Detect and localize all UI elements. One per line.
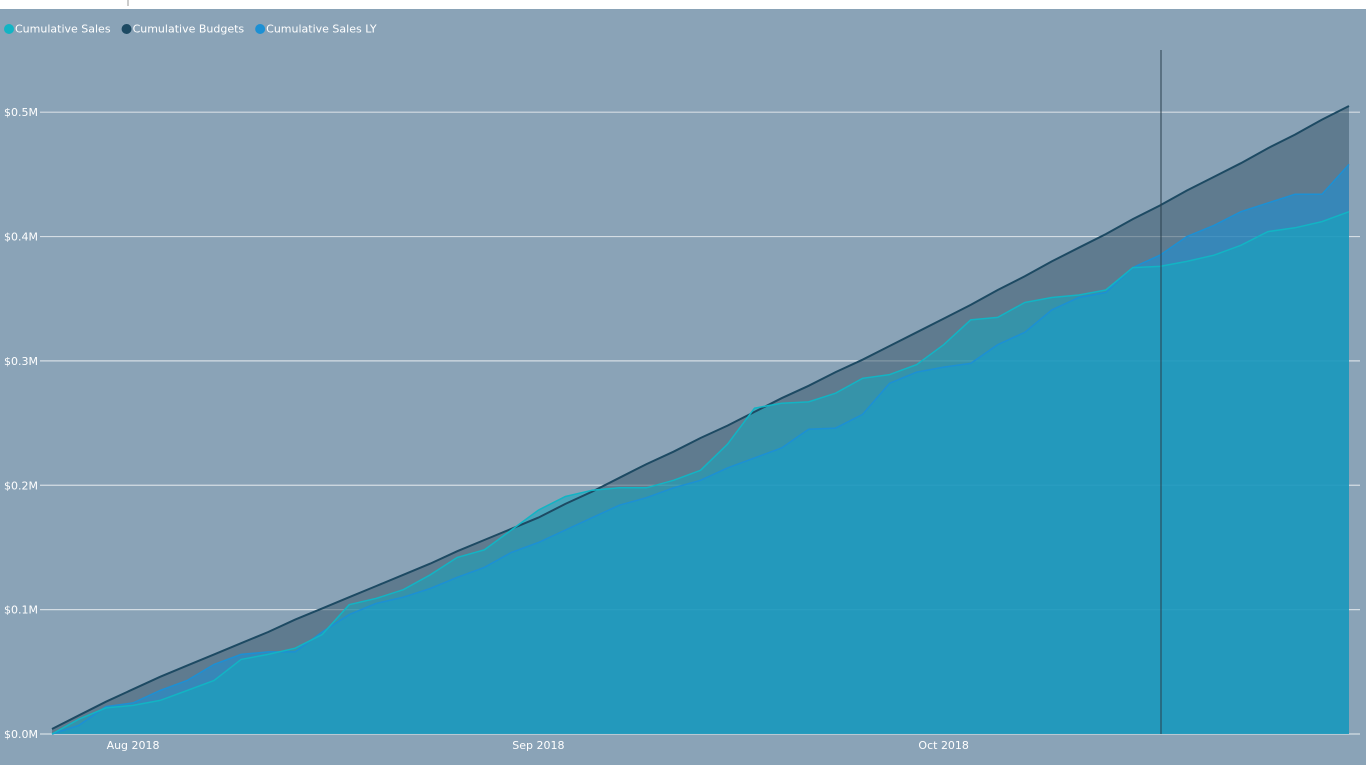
legend-label: Cumulative Sales (15, 23, 111, 36)
line (51, 210, 1350, 735)
x-tick-label: Oct 2018 (918, 739, 969, 752)
y-tick-label: $0.0M (4, 728, 38, 741)
y-tick-label: $0.4M (4, 231, 38, 244)
legend-marker (4, 24, 14, 34)
y-tick-label: $0.5M (4, 106, 38, 119)
y-tick-label: $0.3M (4, 355, 38, 368)
legend-marker (121, 24, 132, 34)
line (51, 105, 1350, 730)
legend-label: Cumulative Sales LY (266, 23, 377, 36)
y-tick-label: $0.2M (4, 479, 38, 492)
plot-area: $0.0M $0.1M $0.2M $0.3M $0.4M $0.5M Aug 2018 Se… (4, 105, 1360, 752)
x-tick-label: Aug 2018 (107, 739, 160, 752)
legend-marker (255, 24, 266, 34)
x-tick-label: Sep 2018 (512, 739, 564, 752)
y-tick-label: $0.1M (4, 604, 38, 617)
legend-label: Cumulative Budgets (133, 23, 245, 36)
